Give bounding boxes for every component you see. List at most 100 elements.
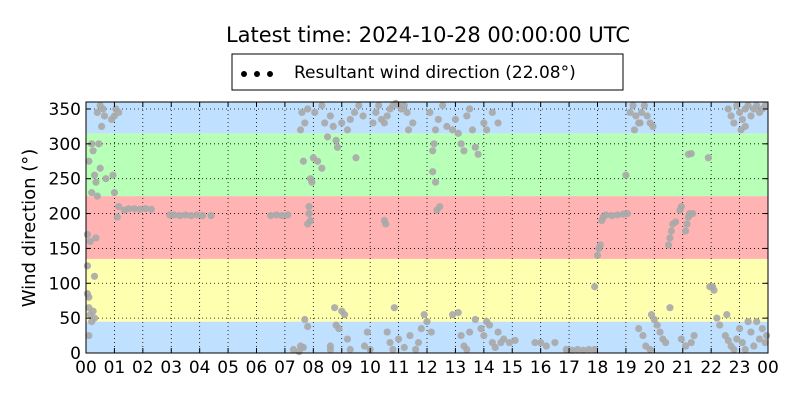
data-point <box>630 126 639 134</box>
data-point <box>762 331 771 340</box>
data-point <box>591 345 599 354</box>
data-point <box>741 122 749 131</box>
data-point <box>102 175 110 183</box>
data-point <box>687 149 695 158</box>
data-point <box>730 345 738 354</box>
x-tick-label: 18 <box>587 358 609 378</box>
data-point <box>579 346 587 354</box>
data-point <box>602 211 610 219</box>
data-point <box>109 171 117 179</box>
data-point <box>471 143 479 151</box>
data-point <box>125 205 133 213</box>
data-point <box>346 115 354 124</box>
x-tick-label: 11 <box>388 358 410 378</box>
data-point <box>92 178 100 186</box>
data-point <box>329 122 337 131</box>
data-point <box>431 126 440 134</box>
data-point <box>299 157 307 165</box>
data-point <box>443 122 451 131</box>
data-point <box>430 140 438 148</box>
data-point <box>494 328 502 336</box>
data-point <box>761 338 769 347</box>
data-point <box>653 321 661 329</box>
data-point <box>301 119 309 127</box>
data-point <box>613 211 621 219</box>
data-point <box>434 115 442 124</box>
data-point <box>383 328 391 336</box>
data-point <box>738 115 747 124</box>
data-point <box>198 212 207 220</box>
data-point <box>758 324 766 333</box>
data-point <box>551 338 559 347</box>
data-point <box>750 342 758 350</box>
data-point <box>176 212 184 220</box>
x-tick-label: 03 <box>160 358 182 378</box>
data-point <box>98 122 106 131</box>
data-point <box>420 311 428 319</box>
y-tick-label: 200 <box>49 205 81 225</box>
data-point <box>142 205 150 213</box>
x-tick-label: 13 <box>445 358 467 378</box>
data-point <box>305 202 313 211</box>
data-point <box>338 119 346 127</box>
data-point <box>466 105 474 113</box>
data-point <box>130 205 138 213</box>
data-point <box>313 157 322 165</box>
data-point <box>335 324 343 333</box>
data-point <box>488 108 496 117</box>
data-point <box>426 108 434 117</box>
x-tick-label: 06 <box>246 358 268 378</box>
data-point <box>454 129 462 137</box>
data-point <box>403 108 411 117</box>
data-point <box>89 147 97 155</box>
x-tick-label: 15 <box>501 358 523 378</box>
data-point <box>666 304 674 312</box>
data-point <box>635 324 643 333</box>
data-point <box>753 318 761 326</box>
data-point <box>753 101 761 110</box>
data-point <box>485 321 494 329</box>
data-point <box>716 321 724 329</box>
data-point <box>738 338 747 347</box>
x-tick-label: 10 <box>359 358 381 378</box>
data-point <box>96 164 104 172</box>
data-point <box>741 345 749 354</box>
data-point <box>730 119 738 127</box>
y-tick-label: 300 <box>49 135 81 155</box>
data-point <box>643 112 651 120</box>
data-point <box>636 119 644 127</box>
data-point <box>662 338 670 347</box>
data-point <box>629 101 637 110</box>
data-point <box>308 178 316 186</box>
data-point <box>404 126 413 134</box>
data-point <box>412 345 420 354</box>
data-point <box>332 136 340 144</box>
data-point <box>733 101 741 110</box>
legend: Resultant wind direction (22.08°) <box>231 53 624 91</box>
data-point <box>340 311 349 319</box>
x-tick-label: 09 <box>331 358 353 378</box>
data-point <box>296 126 305 134</box>
data-point <box>93 192 101 200</box>
data-point <box>608 212 616 220</box>
data-point <box>304 105 312 113</box>
x-tick-label: 17 <box>558 358 580 378</box>
data-point <box>355 101 363 110</box>
data-point <box>304 322 312 331</box>
data-point <box>343 126 352 134</box>
data-point <box>477 324 485 333</box>
data-point <box>115 202 123 211</box>
data-point <box>346 345 354 354</box>
data-point <box>298 108 306 117</box>
data-point <box>406 331 414 340</box>
data-point <box>710 286 718 294</box>
data-point <box>83 262 92 270</box>
data-point <box>460 147 468 155</box>
data-point <box>88 140 96 148</box>
data-point <box>562 345 570 354</box>
data-point <box>299 343 307 352</box>
data-point <box>747 112 755 120</box>
data-point <box>301 315 309 324</box>
data-point <box>83 230 92 239</box>
data-point <box>672 218 680 226</box>
